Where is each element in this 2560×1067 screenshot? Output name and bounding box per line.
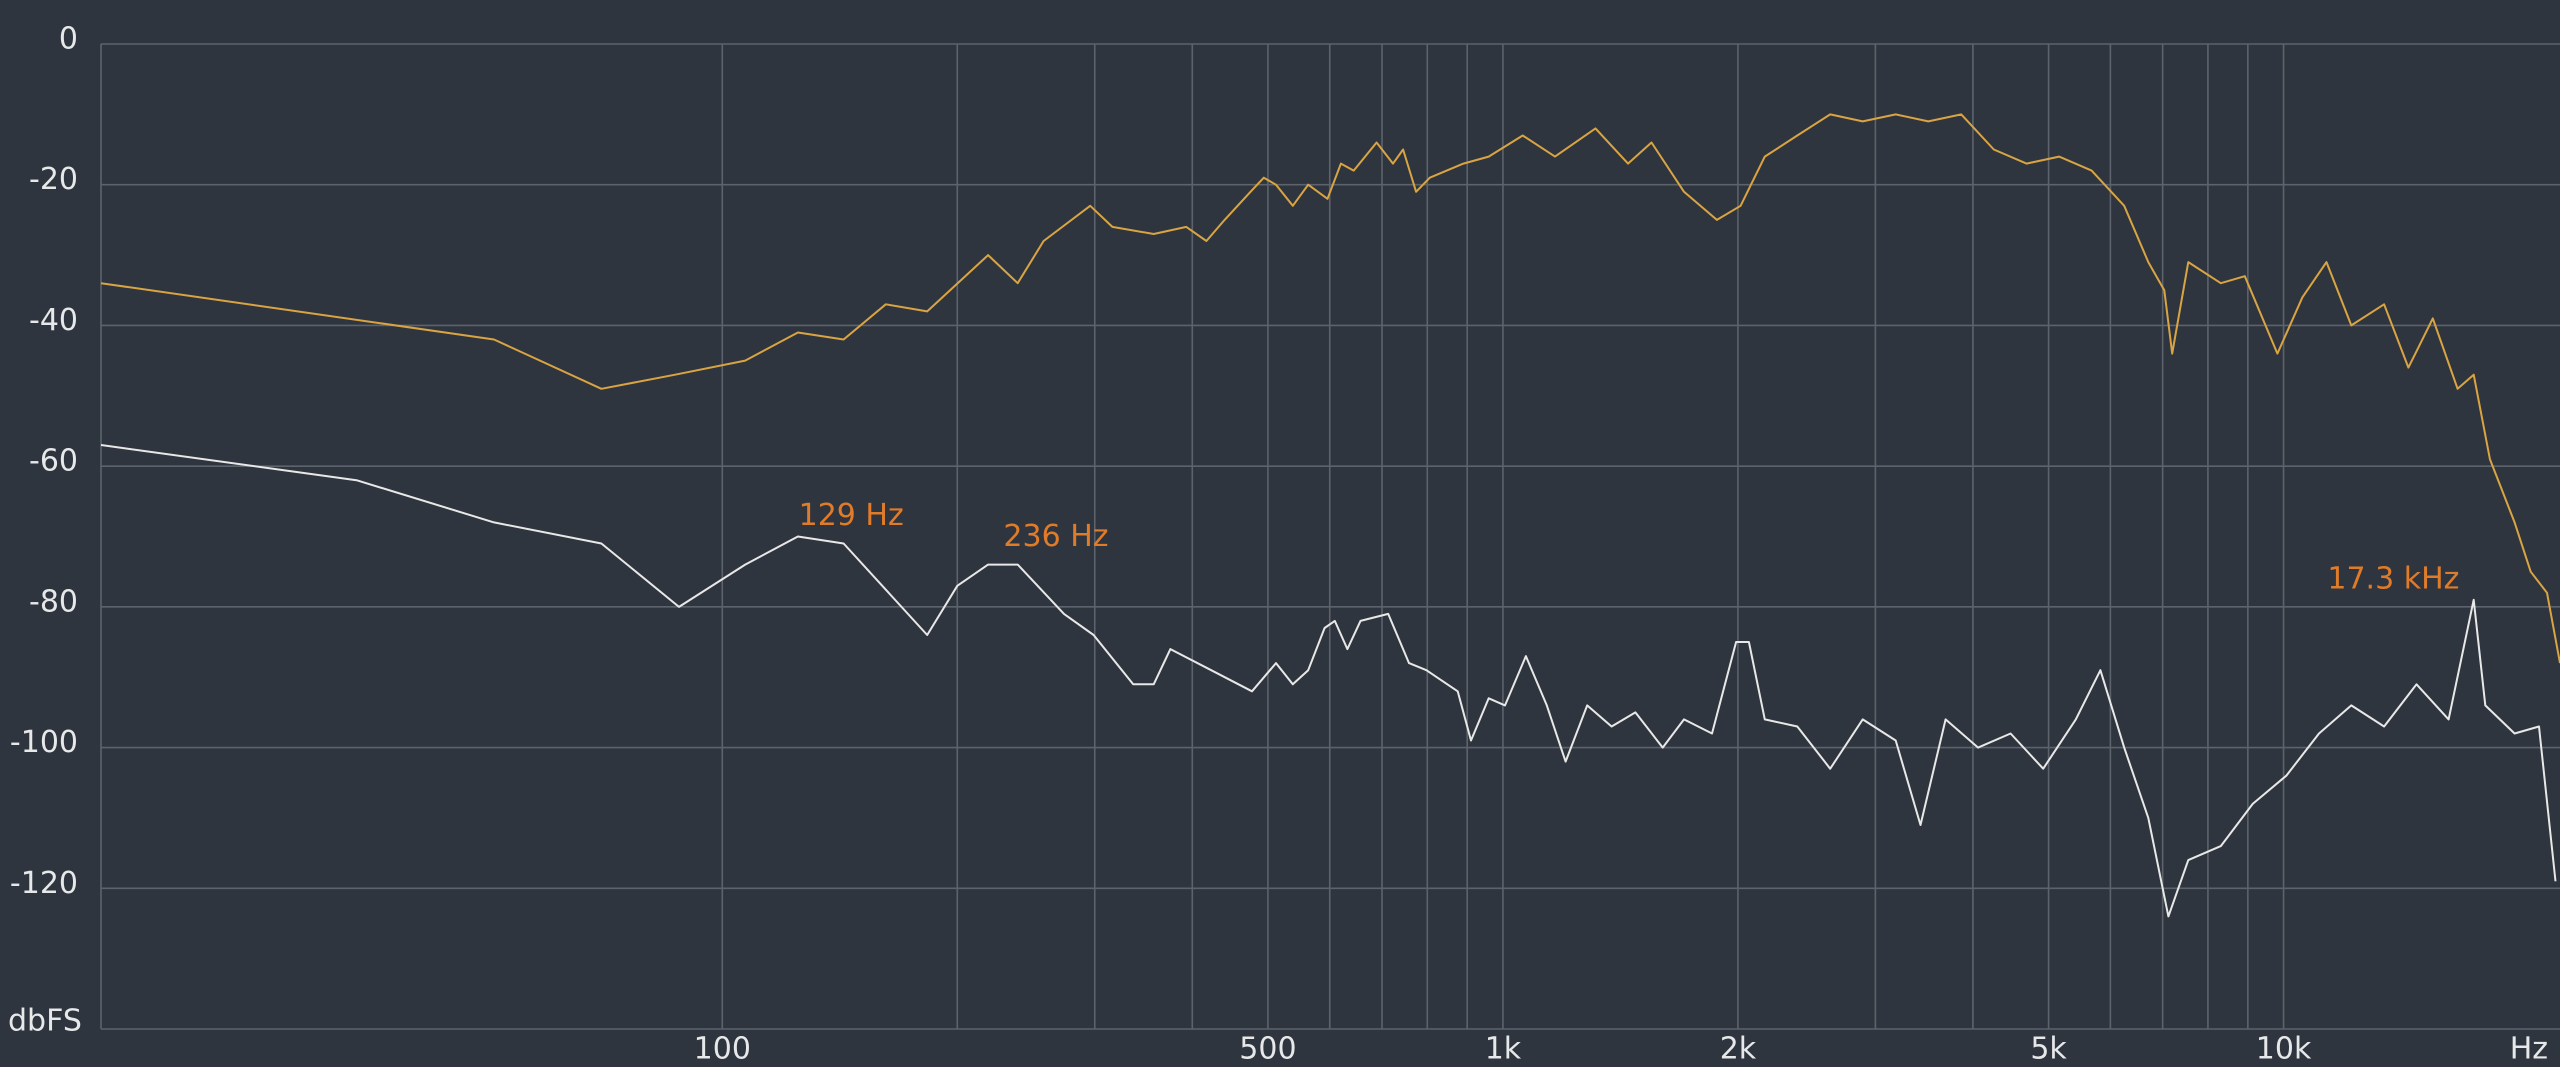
- x-tick-label: 500: [1239, 1032, 1296, 1067]
- x-tick-label: 5k: [2030, 1032, 2067, 1067]
- annotation: 129 Hz: [799, 498, 904, 533]
- x-tick-label: 100: [694, 1032, 751, 1067]
- y-tick-label: -100: [10, 725, 78, 760]
- y-tick-label: -80: [29, 584, 78, 619]
- y-tick-label: -40: [29, 303, 78, 338]
- y-tick-label: -20: [29, 162, 78, 197]
- annotation: 236 Hz: [1003, 519, 1108, 554]
- spectrum-line: [100, 113, 2560, 664]
- x-axis-unit: Hz: [2510, 1032, 2548, 1067]
- y-axis-unit: dbFS: [8, 1004, 82, 1039]
- y-tick-label: -60: [29, 444, 78, 479]
- x-tick-label: 10k: [2256, 1032, 2312, 1067]
- spectrum-line: [100, 444, 2557, 918]
- x-tick-label: 1k: [1485, 1032, 1522, 1067]
- y-tick-label: 0: [59, 22, 78, 57]
- annotation: 17.3 kHz: [2327, 561, 2459, 596]
- x-tick-label: 2k: [1720, 1032, 1757, 1067]
- y-tick-label: -120: [10, 866, 78, 901]
